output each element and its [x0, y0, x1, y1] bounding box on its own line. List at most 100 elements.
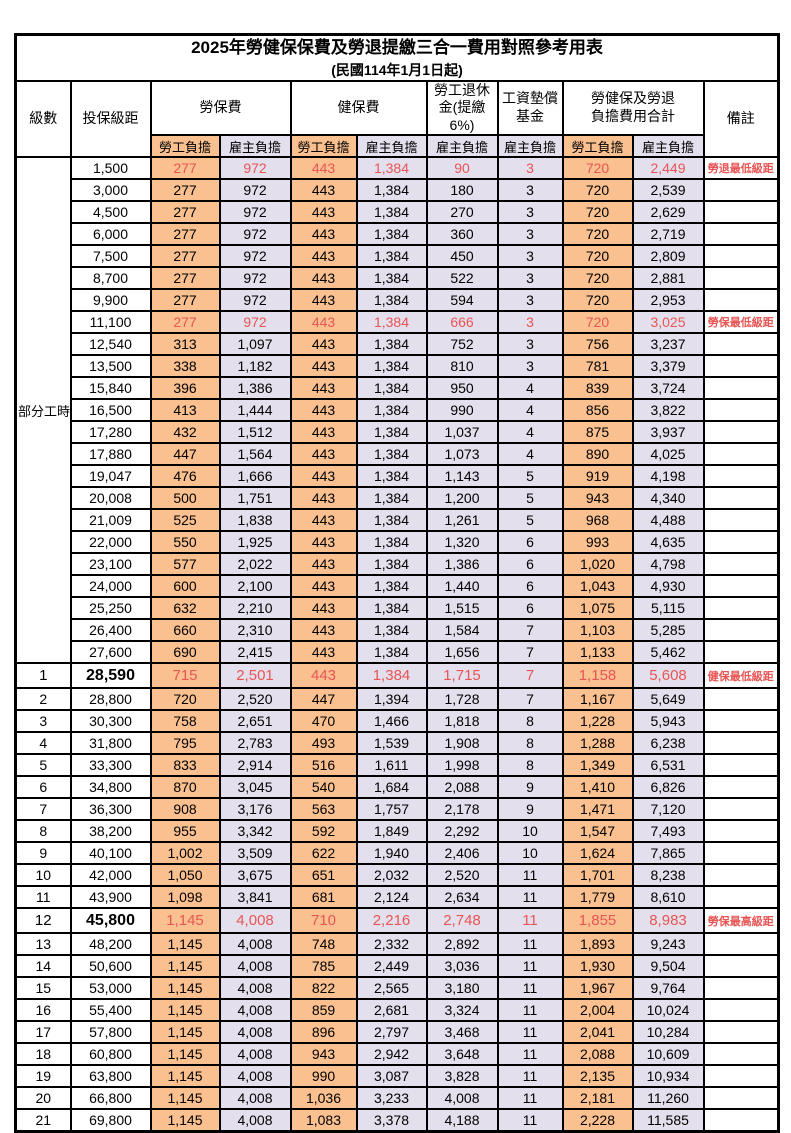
- value-cell: 1,584: [425, 618, 499, 643]
- table-row: 9,900 277 972 443 1,384 594 3 720 2,953: [16, 288, 780, 313]
- remark-cell: [702, 244, 780, 269]
- value-cell: 1,512: [218, 420, 292, 445]
- value-cell: 968: [561, 508, 634, 533]
- remark-cell: [702, 508, 780, 533]
- value-cell: 2,004: [561, 998, 634, 1023]
- value-cell: 1,158: [561, 662, 634, 690]
- fee-comparison-table: 2025年勞健保保費及勞退提繳三合一費用對照參考用表 (民國114年1月1日起)…: [14, 33, 781, 1133]
- value-cell: 822: [289, 976, 358, 1001]
- value-cell: 8: [496, 753, 564, 778]
- value-cell: 3,509: [218, 841, 292, 866]
- value-cell: 90: [425, 156, 499, 181]
- bracket-cell: 4,500: [69, 200, 152, 225]
- value-cell: 3: [496, 200, 564, 225]
- value-cell: 3,342: [218, 819, 292, 844]
- table-row: 21 69,800 1,145 4,008 1,083 3,378 4,188 11 2,228…: [14, 1108, 780, 1133]
- level-cell: 1: [14, 662, 72, 690]
- value-cell: 3,724: [631, 376, 705, 401]
- value-cell: 4,008: [218, 976, 292, 1001]
- table-row: 7,500 277 972 443 1,384 450 3 720 2,809: [16, 244, 780, 269]
- subheader-hi-employer: 雇主負擔: [355, 134, 428, 159]
- value-cell: 443: [289, 178, 358, 203]
- value-cell: 2,942: [355, 1042, 428, 1067]
- bracket-cell: 27,600: [69, 640, 152, 665]
- bracket-cell: 26,400: [69, 618, 152, 643]
- bracket-cell: 16,500: [69, 398, 152, 423]
- level-cell: 18: [14, 1042, 72, 1067]
- table-row: 13,500 338 1,182 443 1,384 810 3 781 3,379: [16, 354, 780, 379]
- value-cell: 1,384: [355, 310, 428, 335]
- bracket-cell: 17,880: [69, 442, 152, 467]
- value-cell: 3,237: [631, 332, 705, 357]
- value-cell: 875: [561, 420, 634, 445]
- value-cell: 8: [496, 709, 564, 734]
- value-cell: 10: [496, 841, 564, 866]
- value-cell: 277: [149, 288, 221, 313]
- value-cell: 810: [425, 354, 499, 379]
- remark-cell: [702, 442, 780, 467]
- value-cell: 1,838: [218, 508, 292, 533]
- value-cell: 7,120: [631, 797, 705, 822]
- value-cell: 277: [149, 156, 221, 181]
- remark-cell: [702, 932, 780, 957]
- value-cell: 896: [289, 1020, 358, 1045]
- value-cell: 6,238: [631, 731, 705, 756]
- value-cell: 758: [149, 709, 221, 734]
- value-cell: 1,757: [355, 797, 428, 822]
- table-row: 22,000 550 1,925 443 1,384 1,320 6 993 4,635: [16, 530, 780, 555]
- value-cell: 3,176: [218, 797, 292, 822]
- value-cell: 10,934: [631, 1064, 705, 1089]
- value-cell: 781: [561, 354, 634, 379]
- value-cell: 1,384: [355, 354, 428, 379]
- value-cell: 919: [561, 464, 634, 489]
- value-cell: 1,444: [218, 398, 292, 423]
- level-cell-part-time: 部分工時: [14, 156, 72, 665]
- bracket-cell: 48,200: [69, 932, 152, 957]
- value-cell: 1,036: [289, 1086, 358, 1111]
- value-cell: 2,748: [425, 907, 499, 935]
- table-row: 4 31,800 795 2,783 493 1,539 1,908 8 1,288 6,238: [14, 731, 780, 756]
- value-cell: 1,925: [218, 530, 292, 555]
- value-cell: 443: [289, 662, 358, 690]
- value-cell: 1,998: [425, 753, 499, 778]
- table-row: 15,840 396 1,386 443 1,384 950 4 839 3,724: [16, 376, 780, 401]
- value-cell: 7: [496, 618, 564, 643]
- remark-cell: [702, 797, 780, 822]
- value-cell: 11: [496, 863, 564, 888]
- remark-cell: [702, 574, 780, 599]
- remark-cell: [702, 464, 780, 489]
- value-cell: 6: [496, 574, 564, 599]
- value-cell: 2,783: [218, 731, 292, 756]
- level-cell: 3: [14, 709, 72, 734]
- value-cell: 2,565: [355, 976, 428, 1001]
- bracket-cell: 30,300: [69, 709, 152, 734]
- table-row: 9 40,100 1,002 3,509 622 1,940 2,406 10 1,624 7,8…: [14, 841, 780, 866]
- remark-cell: [702, 618, 780, 643]
- value-cell: 592: [289, 819, 358, 844]
- value-cell: 972: [218, 288, 292, 313]
- value-cell: 277: [149, 222, 221, 247]
- value-cell: 7: [496, 687, 564, 712]
- table-row: 14 50,600 1,145 4,008 785 2,449 3,036 11 1,930 9,…: [14, 954, 780, 979]
- value-cell: 2,032: [355, 863, 428, 888]
- value-cell: 2,210: [218, 596, 292, 621]
- value-cell: 1,386: [425, 552, 499, 577]
- value-cell: 443: [289, 420, 358, 445]
- value-cell: 7,865: [631, 841, 705, 866]
- value-cell: 1,539: [355, 731, 428, 756]
- value-cell: 2,022: [218, 552, 292, 577]
- level-cell: 8: [14, 819, 72, 844]
- value-cell: 943: [289, 1042, 358, 1067]
- remark-cell: [702, 841, 780, 866]
- value-cell: 1,384: [355, 200, 428, 225]
- bracket-cell: 57,800: [69, 1020, 152, 1045]
- value-cell: 1,145: [149, 1086, 221, 1111]
- value-cell: 443: [289, 596, 358, 621]
- subheader-li-employee: 勞工負擔: [149, 134, 221, 159]
- value-cell: 4,488: [631, 508, 705, 533]
- value-cell: 720: [561, 200, 634, 225]
- value-cell: 3: [496, 244, 564, 269]
- value-cell: 2,124: [355, 885, 428, 910]
- value-cell: 4,008: [218, 1042, 292, 1067]
- value-cell: 1,384: [355, 662, 428, 690]
